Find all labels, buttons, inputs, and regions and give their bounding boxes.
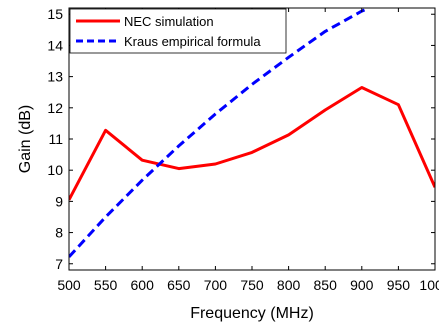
x-tick-label-650: 650: [167, 277, 191, 293]
x-tick-label-700: 700: [204, 277, 228, 293]
y-tick-label-9: 9: [55, 193, 63, 209]
y-tick-label-7: 7: [55, 256, 63, 272]
series-line-nec-simulation: [69, 86, 435, 201]
y-tick-label-15: 15: [47, 6, 63, 22]
x-tick-label-900: 900: [350, 277, 374, 293]
x-tick-label-850: 850: [314, 277, 338, 293]
legend-box: [69, 8, 287, 54]
x-tick-label-1000: 1000: [419, 277, 439, 293]
x-tick-label-550: 550: [94, 277, 118, 293]
x-tick-label-800: 800: [277, 277, 301, 293]
y-tick-label-8: 8: [55, 225, 63, 241]
y-tick-label-10: 10: [47, 162, 63, 178]
y-tick-label-13: 13: [47, 69, 63, 85]
legend-label-nec-simulation: NEC simulation: [124, 14, 214, 29]
series-line-kraus-empirical-formula: [69, 8, 370, 258]
legend: NEC simulation Kraus empirical formula: [69, 8, 287, 54]
x-tick-label-950: 950: [387, 277, 411, 293]
legend-label-kraus-empirical-formula: Kraus empirical formula: [124, 34, 261, 49]
x-axis-title: Frequency (MHz): [190, 305, 314, 322]
x-tick-label-500: 500: [57, 277, 81, 293]
y-tick-label-14: 14: [47, 37, 63, 53]
y-axis-title: Gain (dB): [17, 105, 34, 173]
x-tick-label-600: 600: [131, 277, 155, 293]
y-tick-label-11: 11: [48, 131, 63, 147]
y-tick-label-12: 12: [47, 100, 63, 116]
x-tick-label-750: 750: [240, 277, 264, 293]
